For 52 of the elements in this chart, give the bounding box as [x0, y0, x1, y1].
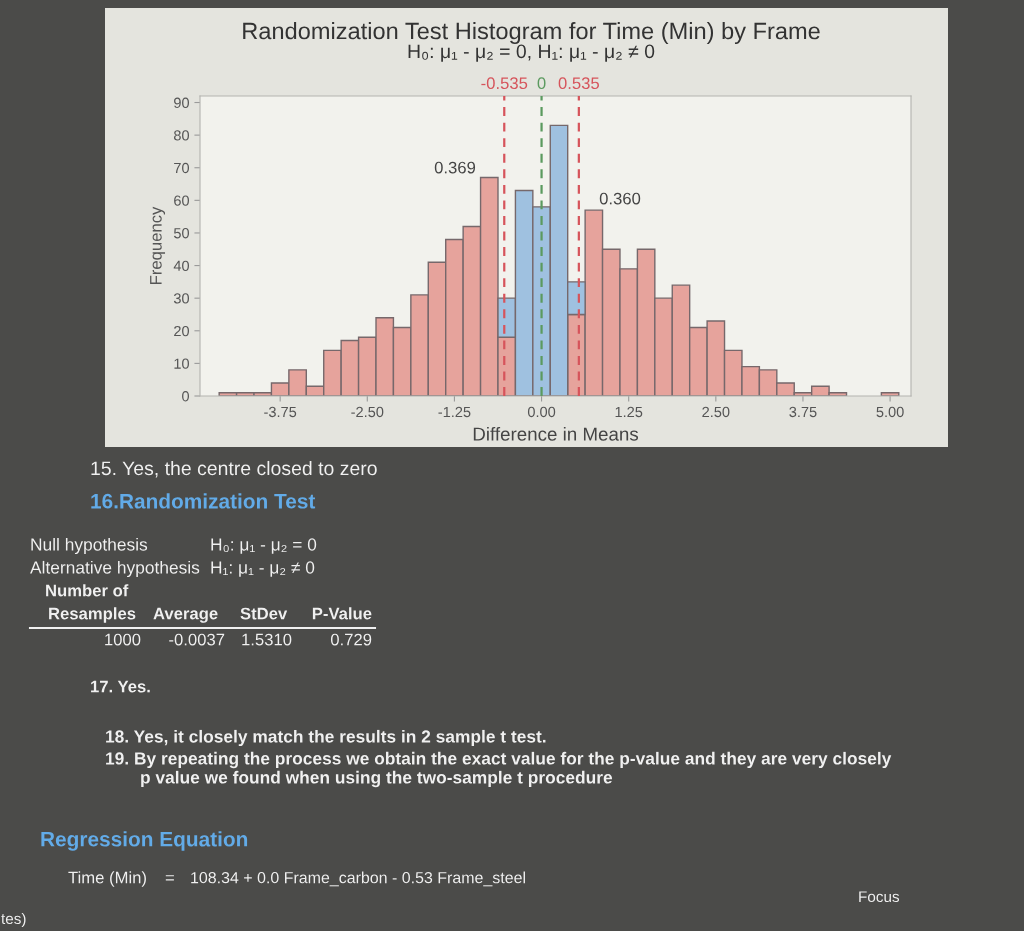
text: tes)	[1, 912, 26, 928]
y-tick-label: 50	[173, 228, 190, 239]
ref-line-label: 0.535	[558, 77, 600, 90]
text: 1000	[105, 633, 141, 646]
text: Number of	[46, 584, 129, 597]
y-tick-label: 0	[182, 391, 190, 402]
chart-subtitle: H₀: μ₁ - μ₂ = 0, H₁: μ₁ - μ₂ ≠ 0	[408, 44, 655, 62]
x-tick-label: 3.75	[789, 406, 817, 418]
text: 0.729	[330, 633, 372, 646]
text: Alternative hypothesis	[30, 560, 200, 578]
ref-line-label: -0.535	[481, 77, 528, 90]
y-tick-label: 90	[174, 97, 190, 108]
text: 16.Randomization Test	[91, 493, 316, 509]
text: Average	[153, 607, 218, 623]
text: 18. Yes, it closely match the results in 2 sample t test.	[106, 729, 546, 747]
x-tick-label: 0.00	[527, 406, 556, 418]
x-tick-label: -1.25	[438, 406, 471, 418]
text: Null hypothesis	[31, 537, 148, 555]
text: StDev	[240, 607, 288, 620]
x-tick-label: 2.50	[702, 406, 730, 418]
y-tick-label: 30	[173, 293, 190, 304]
x-tick-label: 1.25	[615, 406, 643, 418]
y-tick-label: 20	[174, 325, 190, 337]
text: 1.5310	[242, 633, 292, 646]
text: 108.34 + 0.0 Frame_carbon - 0.53 Frame_steel	[191, 871, 525, 887]
y-tick-label: 10	[174, 358, 190, 369]
text: -0.0037	[169, 633, 225, 646]
y-tick-label: 60	[174, 195, 190, 206]
text: 19. By repeating the process we obtain the exact value for the p-value and they are very closely	[106, 751, 892, 769]
y-axis-title: Frequency	[150, 206, 166, 284]
text: p value we found when using the two-sample t procedure	[141, 770, 613, 788]
text: H₀: μ₁ - μ₂ = 0	[211, 538, 317, 554]
text: P-Value	[312, 607, 372, 620]
text: =	[165, 875, 174, 881]
x-axis-title: Difference in Means	[473, 426, 639, 441]
chart-title: Randomization Test Histogram for Time (Min) by Frame	[243, 22, 820, 45]
ref-line-label: 0	[537, 77, 546, 90]
y-tick-label: 70	[174, 162, 190, 174]
x-tick-label: 5.00	[876, 406, 904, 418]
annotation: 0.360	[599, 192, 641, 205]
annotation: 0.369	[434, 161, 476, 174]
text: Time (Min)	[68, 871, 146, 887]
text: Focus	[859, 891, 900, 903]
text: H₁: μ₁ - μ₂ ≠ 0	[211, 561, 315, 577]
y-tick-label: 40	[173, 260, 190, 271]
text: 15. Yes, the centre closed to zero	[91, 460, 377, 478]
x-tick-label: -2.50	[351, 406, 384, 418]
text: 17. Yes.	[91, 680, 150, 693]
y-tick-label: 80	[174, 130, 190, 141]
text: Regression Equation	[41, 831, 248, 851]
text: Resamples	[49, 607, 136, 623]
x-tick-label: -3.75	[264, 406, 297, 418]
